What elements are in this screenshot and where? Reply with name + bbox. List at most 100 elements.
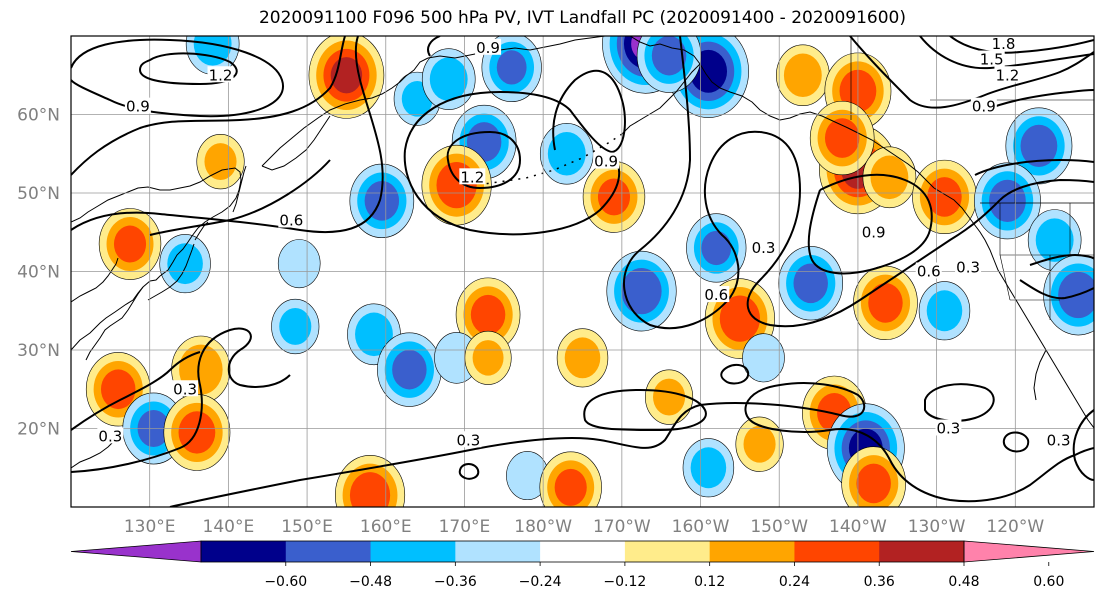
contour-label-backdrop [459,168,486,185]
pv-level [793,263,828,304]
colorbar-segment [201,541,287,562]
colorbar-tick-label: −0.48 [349,574,392,590]
pv-level [279,307,312,345]
pv-anomaly-positive [539,451,602,507]
pv-anomaly-negative [742,333,785,383]
pv-level [167,243,203,285]
contour-label-backdrop [994,66,1021,83]
contour-0.3-tropics [169,382,1094,507]
pv-anomaly-negative [277,239,321,289]
longitude-label: 150°E [281,517,333,537]
contour-label: 1.2 [460,168,484,186]
colorbar-tick-label: −0.24 [519,574,562,590]
pv-level [1020,124,1058,168]
pv-level [470,294,506,335]
latitude-label: 20°N [17,420,60,440]
pv-level [113,225,147,263]
siberia-coastline [427,36,606,59]
pv-level [204,143,237,181]
coastlines [71,36,1094,469]
pv-level [547,131,586,176]
contour-label: 0.6 [704,286,728,304]
pv-level [1035,218,1074,262]
longitude-label: 180°W [514,517,572,537]
contour-0.6-east [807,173,933,275]
colorbar-tick-label: 0.48 [948,574,979,590]
pv-level [868,283,903,323]
pv-anomaly-positive [809,100,875,176]
contour-label-backdrop [750,238,777,255]
contour-label: 1.2 [996,66,1020,84]
contour-label-backdrop [990,36,1017,51]
colorbar-min-extend [70,540,202,563]
contour-label-backdrop [207,66,234,83]
pv-level [597,178,631,216]
contour-label-backdrop [1045,431,1072,448]
contour-1.2-center [446,130,522,190]
longitude-label: 170°E [439,517,491,537]
longitude-label: 150°W [750,517,808,537]
contour-0.3-east-loop [746,131,1001,328]
map-frame [70,35,1095,508]
pv-level [554,468,587,506]
contour-label: 0.3 [456,431,480,449]
contour-0.9-ne-lower [984,89,1094,111]
contour-label: 0.9 [476,39,500,57]
pv-level [651,36,687,76]
contour-0.6-mid [71,36,384,234]
pv-anomaly-positive [841,446,906,507]
contour-0.3-west-coast [1019,279,1094,300]
canada-border [850,36,1094,204]
contour-0.6-north [427,36,441,57]
contour-label: 0.9 [972,98,996,116]
pv-level [926,290,963,332]
contour-label-backdrop [978,50,1005,67]
pv-level [349,472,391,507]
contour-label: 0.6 [279,211,303,229]
colorbar-segment [709,541,795,562]
pv-anomaly-positive [735,416,784,472]
contour-label-backdrop [970,97,997,114]
contour-label: 0.6 [917,263,941,281]
us-state-borders [999,203,1094,320]
pv-anomaly-negative [636,36,702,93]
contour-0.6-west [71,36,346,176]
pv-level [701,230,732,266]
pv-anomaly-positive [862,146,917,209]
pv-level [496,50,527,85]
contour-1.5-ne [949,36,1094,54]
longitude-labels: 130°E 140°E 150°E 160°E 170°E 180°W 170°W 160°W… [124,517,1045,537]
pv-level [392,349,427,390]
pv-anomaly-negative [539,122,594,185]
pv-anomaly-positive [464,330,512,385]
contour-0.9-west [71,38,285,118]
latitude-label: 30°N [17,341,60,361]
pv-level [824,118,860,158]
contour-0.3-small-loop-2 [458,463,480,480]
contour-label-backdrop [124,97,151,114]
pv-level [355,312,393,357]
contour-0.9-center-lower [403,149,621,236]
pv-level [653,378,686,416]
gridlines [71,36,1094,507]
contour-label-backdrop [915,262,942,279]
contour-labels: 0.91.20.90.61.20.90.30.60.90.61.81.51.20… [97,36,1072,449]
colorbar-tick-label: 0.36 [864,574,895,590]
pv-level [100,369,136,410]
pv-level [719,295,761,342]
contour-0.3-east-edge [1072,409,1094,481]
contour-0.3-southwest [71,351,201,431]
colorbar-segment [794,541,880,562]
latitude-labels: 60°N 50°N 40°N 30°N 20°N [17,106,60,440]
pv-anomaly-negative [1005,107,1073,185]
colorbar-tick-label: −0.36 [434,574,477,590]
pv-level [564,337,601,379]
contour-label: 0.3 [173,380,197,398]
pv-level [927,177,962,217]
colorbar-max-extend [963,540,1095,563]
pv-level [429,57,468,101]
contour-0.3-central-loop [583,388,707,432]
map-title: 2020091100 F096 500 hPa PV, IVT Landfall… [258,8,906,28]
latitude-label: 50°N [17,184,60,204]
baja-coastline [1033,349,1047,401]
